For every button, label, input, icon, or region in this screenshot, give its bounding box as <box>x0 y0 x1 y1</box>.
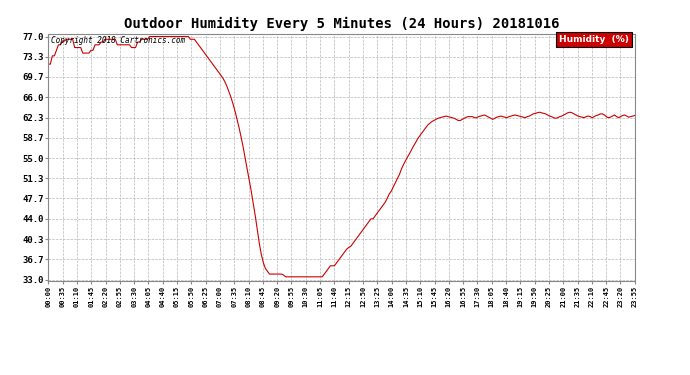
Title: Outdoor Humidity Every 5 Minutes (24 Hours) 20181016: Outdoor Humidity Every 5 Minutes (24 Hou… <box>124 17 560 31</box>
Text: Copyright 2018 Cartronics.com: Copyright 2018 Cartronics.com <box>51 36 186 45</box>
Text: Humidity  (%): Humidity (%) <box>559 35 629 44</box>
